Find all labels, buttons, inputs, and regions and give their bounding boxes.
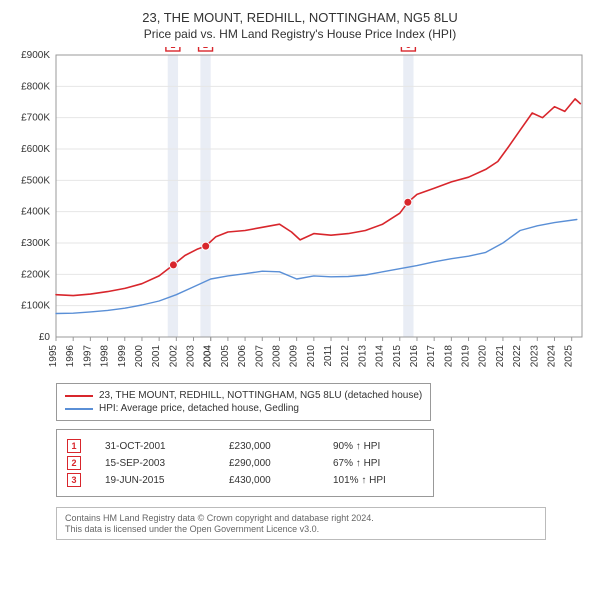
y-tick-label: £900K <box>21 50 50 61</box>
x-tick-label: 1998 <box>100 345 111 368</box>
x-tick-label: 2016 <box>409 345 420 368</box>
sales-row-date: 31-OCT-2001 <box>105 441 205 452</box>
x-tick-label: 2015 <box>392 345 403 368</box>
x-tick-label: 2025 <box>564 345 575 368</box>
y-tick-label: £600K <box>21 144 50 155</box>
x-tick-label: 1996 <box>65 345 76 368</box>
sales-row-pct: 101% ↑ HPI <box>333 475 423 486</box>
y-tick-label: £100K <box>21 301 50 312</box>
x-tick-label: 2023 <box>529 345 540 368</box>
highlight-band <box>200 55 210 337</box>
sales-row: 1 31-OCT-2001 £230,000 90% ↑ HPI <box>67 439 423 453</box>
chart-svg: £0 £100K £200K £300K £400K £500K £600K £700K £80… <box>8 47 592 377</box>
x-tick-label: 2005 <box>220 345 231 368</box>
x-tick-label: 2003 <box>186 345 197 368</box>
x-tick-label: 2022 <box>512 345 523 368</box>
x-tick-label: 2013 <box>357 345 368 368</box>
x-tick-label: 2009 <box>289 345 300 368</box>
x-tick-label: 2006 <box>237 345 248 368</box>
legend-row: HPI: Average price, detached house, Gedl… <box>65 403 422 414</box>
x-tick-label: 2019 <box>461 345 472 368</box>
y-tick-label: £800K <box>21 81 50 92</box>
sales-row-date: 19-JUN-2015 <box>105 475 205 486</box>
legend-swatch <box>65 395 93 397</box>
x-tick-label: 2008 <box>271 345 282 368</box>
attribution: Contains HM Land Registry data © Crown c… <box>56 507 546 540</box>
x-tick-label: 2010 <box>306 345 317 368</box>
legend-label: 23, THE MOUNT, REDHILL, NOTTINGHAM, NG5 … <box>99 390 422 401</box>
x-tick-label: 2000 <box>134 345 145 368</box>
sales-row-badge: 2 <box>67 456 81 470</box>
sales-row-badge: 1 <box>67 439 81 453</box>
sales-row: 3 19-JUN-2015 £430,000 101% ↑ HPI <box>67 473 423 487</box>
sales-row-pct: 67% ↑ HPI <box>333 458 423 469</box>
sales-row-pct: 90% ↑ HPI <box>333 441 423 452</box>
x-tick-label: 2012 <box>340 345 351 368</box>
sale-marker-badge-number: 1 <box>170 47 175 50</box>
sale-marker-dot <box>202 242 210 250</box>
x-tick-label: 2021 <box>495 345 506 368</box>
chart-subtitle: Price paid vs. HM Land Registry's House … <box>8 27 592 41</box>
x-tick-label: 1997 <box>82 345 93 368</box>
y-tick-label: £300K <box>21 238 50 249</box>
x-tick-label: 2017 <box>426 345 437 368</box>
x-tick-label: 2014 <box>375 345 386 368</box>
x-tick-label: 2020 <box>478 345 489 368</box>
y-tick-label: £200K <box>21 269 50 280</box>
series-price_paid <box>56 99 580 296</box>
sale-marker-dot <box>404 198 412 206</box>
sale-marker-badge-number: 3 <box>406 47 411 50</box>
chart-title: 23, THE MOUNT, REDHILL, NOTTINGHAM, NG5 … <box>8 10 592 25</box>
y-tick-label: £400K <box>21 207 50 218</box>
sales-row-price: £230,000 <box>229 441 309 452</box>
attribution-line-1: Contains HM Land Registry data © Crown c… <box>65 513 537 523</box>
x-tick-label: 2018 <box>443 345 454 368</box>
sale-marker-dot <box>169 261 177 269</box>
sales-row-date: 15-SEP-2003 <box>105 458 205 469</box>
x-tick-label: 1995 <box>48 345 59 368</box>
chart-area: £0 £100K £200K £300K £400K £500K £600K £700K £80… <box>8 47 592 377</box>
x-tick-label: 2002 <box>168 345 179 368</box>
y-tick-label: £500K <box>21 175 50 186</box>
x-tick-label: 2011 <box>323 345 334 367</box>
attribution-line-2: This data is licensed under the Open Gov… <box>65 524 537 534</box>
sales-row-price: £290,000 <box>229 458 309 469</box>
sales-row: 2 15-SEP-2003 £290,000 67% ↑ HPI <box>67 456 423 470</box>
x-tick-label: 2007 <box>254 345 265 368</box>
sales-row-price: £430,000 <box>229 475 309 486</box>
sales-row-badge: 3 <box>67 473 81 487</box>
plot-border <box>56 55 582 337</box>
sales-table: 1 31-OCT-2001 £230,000 90% ↑ HPI 2 15-SEP-200… <box>56 429 434 497</box>
x-tick-label: 2024 <box>546 345 557 368</box>
legend: 23, THE MOUNT, REDHILL, NOTTINGHAM, NG5 … <box>56 383 431 421</box>
legend-swatch <box>65 408 93 410</box>
legend-label: HPI: Average price, detached house, Gedl… <box>99 403 299 414</box>
highlight-band <box>403 55 413 337</box>
x-tick-label: 2004 <box>203 345 214 368</box>
x-tick-label: 2001 <box>151 345 162 368</box>
x-tick-label: 1999 <box>117 345 128 368</box>
y-tick-label: £700K <box>21 113 50 124</box>
legend-row: 23, THE MOUNT, REDHILL, NOTTINGHAM, NG5 … <box>65 390 422 401</box>
sale-marker-badge-number: 2 <box>203 47 208 50</box>
y-tick-label: £0 <box>39 332 51 343</box>
